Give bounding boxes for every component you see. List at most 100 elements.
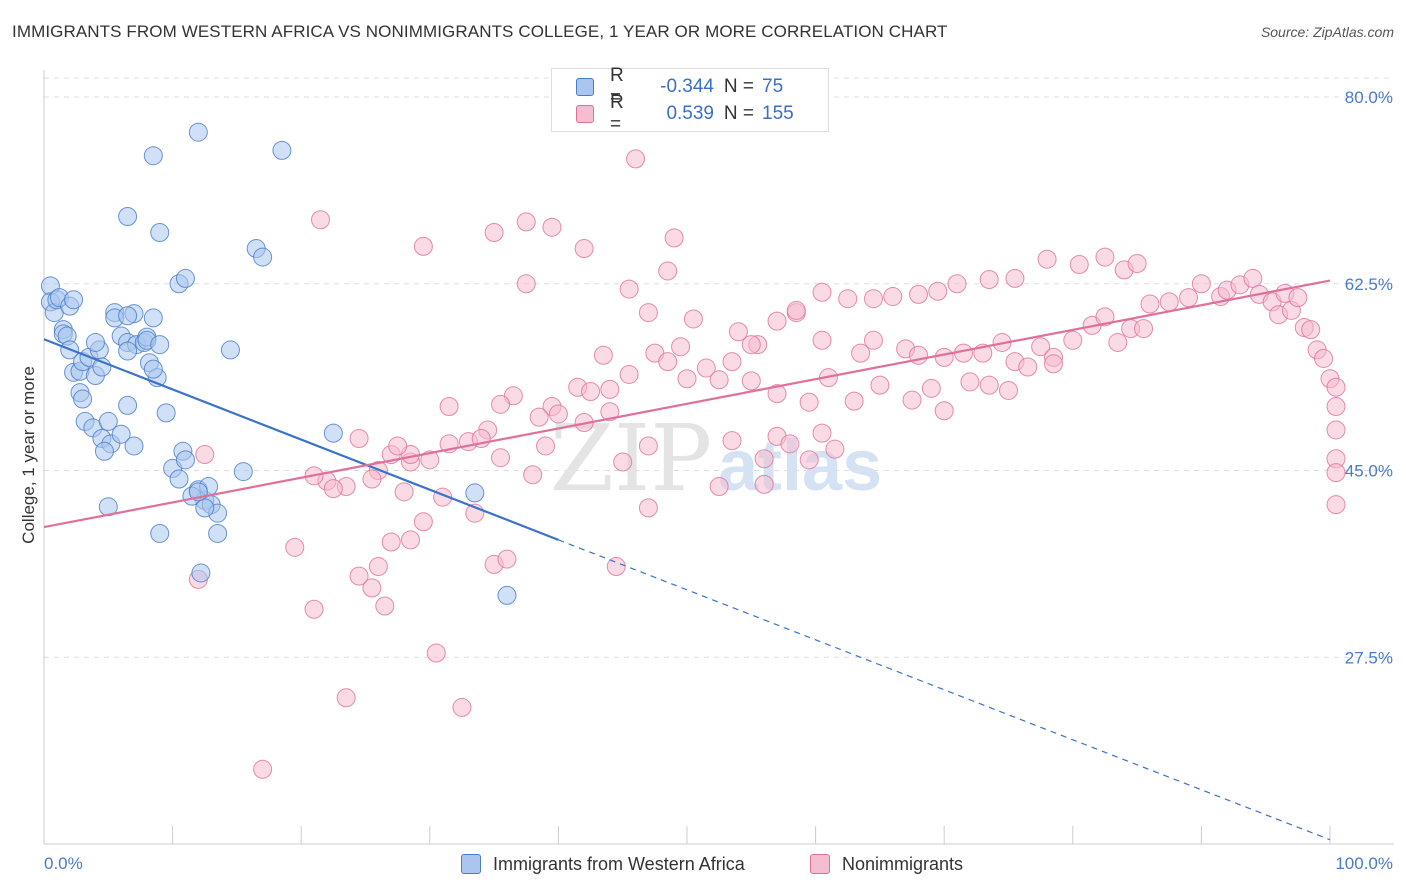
nonimmigrants-point <box>362 578 382 598</box>
nonimmigrants-point <box>484 223 504 243</box>
nonimmigrants-point <box>658 352 678 372</box>
nonimmigrants-point <box>420 450 440 470</box>
nonimmigrants-point <box>812 423 832 443</box>
western-africa-point <box>220 340 240 360</box>
legend-n-label: N = <box>723 103 754 124</box>
nonimmigrants-point <box>323 479 343 499</box>
western-africa-points <box>40 122 517 605</box>
nonimmigrants-point <box>523 465 543 485</box>
nonimmigrants-point <box>883 287 903 307</box>
legend-r-value: 0.539 <box>666 103 714 124</box>
nonimmigrants-point <box>516 212 536 232</box>
nonimmigrants-point <box>548 404 568 424</box>
nonimmigrants-point <box>979 269 999 289</box>
western-africa-point <box>156 403 176 423</box>
western-africa-trend-line <box>43 338 559 541</box>
nonimmigrants-point <box>1108 332 1128 352</box>
nonimmigrants-point <box>574 239 594 259</box>
y-axis-label: College, 1 year or more <box>19 366 38 544</box>
western-africa-point <box>175 450 195 470</box>
nonimmigrants-point <box>375 596 395 616</box>
nonimmigrants-point <box>536 436 556 456</box>
legend-n-value: 75 <box>762 76 784 97</box>
nonimmigrants-point <box>863 330 883 350</box>
bottom-legend-label: Nonimmigrants <box>842 853 964 874</box>
x-tick-label-max: 100.0% <box>1335 854 1393 873</box>
nonimmigrants-point <box>516 274 536 294</box>
western-africa-point <box>124 436 144 456</box>
bottom-legend-label: Immigrants from Western Africa <box>493 853 745 874</box>
nonimmigrants-points <box>188 149 1346 779</box>
nonimmigrants-point <box>626 149 646 169</box>
nonimmigrants-point <box>362 469 382 489</box>
bottom-legend-nonimmigrants[interactable]: Nonimmigrants <box>810 852 963 876</box>
nonimmigrants-point <box>1127 253 1147 273</box>
nonimmigrants-point <box>1005 268 1025 288</box>
nonimmigrants-point <box>606 557 626 577</box>
y-tick-label: 62.5% <box>1345 275 1393 294</box>
western-africa-point <box>150 335 170 355</box>
nonimmigrants-point <box>838 289 858 309</box>
nonimmigrants-point <box>870 375 890 395</box>
legend-row-nonimmigrants: R = 0.539 N = 155 <box>576 92 808 135</box>
western-africa-point <box>169 469 189 489</box>
nonimmigrants-point <box>979 375 999 395</box>
nonimmigrants-point <box>413 236 433 256</box>
nonimmigrants-point <box>844 391 864 411</box>
nonimmigrants-point <box>452 697 472 717</box>
western-africa-point <box>195 498 215 518</box>
nonimmigrants-point <box>426 643 446 663</box>
western-africa-point <box>118 395 138 415</box>
nonimmigrants-point <box>1140 294 1160 314</box>
western-africa-point <box>175 268 195 288</box>
nonimmigrants-point <box>1314 348 1334 368</box>
nonimmigrants-point <box>285 537 305 557</box>
nonimmigrants-point <box>381 532 401 552</box>
nonimmigrants-point <box>195 444 215 464</box>
nonimmigrants-point <box>677 369 697 389</box>
nonimmigrants-point <box>593 345 613 365</box>
western-africa-point <box>143 146 163 166</box>
nonimmigrants-point <box>812 282 832 302</box>
bottom-legend-western-africa[interactable]: Immigrants from Western Africa <box>461 852 745 876</box>
western-africa-point <box>111 424 131 444</box>
y-tick-label: 80.0% <box>1345 88 1393 107</box>
source-label: Source: ZipAtlas.com <box>1260 24 1394 40</box>
nonimmigrants-point <box>1326 396 1346 416</box>
nonimmigrants-point <box>754 449 774 469</box>
nonimmigrants-point <box>368 557 388 577</box>
western-africa-point <box>64 290 84 310</box>
y-tick-label: 27.5% <box>1345 648 1393 667</box>
nonimmigrants-point <box>728 322 748 342</box>
chart-title: IMMIGRANTS FROM WESTERN AFRICA VS NONIMM… <box>12 22 948 41</box>
nonimmigrants-point <box>851 343 871 363</box>
nonimmigrants-point <box>529 407 549 427</box>
nonimmigrants-point <box>812 330 832 350</box>
western-africa-point <box>465 483 485 503</box>
nonimmigrants-point <box>934 347 954 367</box>
nonimmigrants-point <box>1288 288 1308 308</box>
nonimmigrants-point <box>1159 292 1179 312</box>
correlation-legend: R = -0.344 N = 75 R = 0.539 N = 155 <box>551 65 829 135</box>
nonimmigrants-point <box>1095 307 1115 327</box>
western-africa-point <box>118 207 138 227</box>
western-africa-point <box>118 341 138 361</box>
western-africa-point <box>98 411 118 431</box>
nonimmigrants-point <box>310 210 330 230</box>
nonimmigrants-point <box>581 382 601 402</box>
nonimmigrants-point <box>664 228 684 248</box>
legend-row-western-africa: R = -0.344 N = 75 <box>576 65 808 108</box>
western-africa-point <box>85 332 105 352</box>
nonimmigrants-point <box>394 482 414 502</box>
nonimmigrants-point <box>947 274 967 294</box>
nonimmigrants-point <box>253 759 273 779</box>
western-africa-point <box>188 122 208 142</box>
nonimmigrants-point <box>928 281 948 301</box>
western-africa-point <box>150 523 170 543</box>
western-africa-point <box>143 308 163 328</box>
x-tick-label-min: 0.0% <box>44 854 83 873</box>
nonimmigrants-point <box>786 300 806 320</box>
legend-r-label: R = <box>610 92 624 135</box>
legend-r-label: R = <box>610 65 624 108</box>
nonimmigrants-trend-line <box>43 279 1331 529</box>
